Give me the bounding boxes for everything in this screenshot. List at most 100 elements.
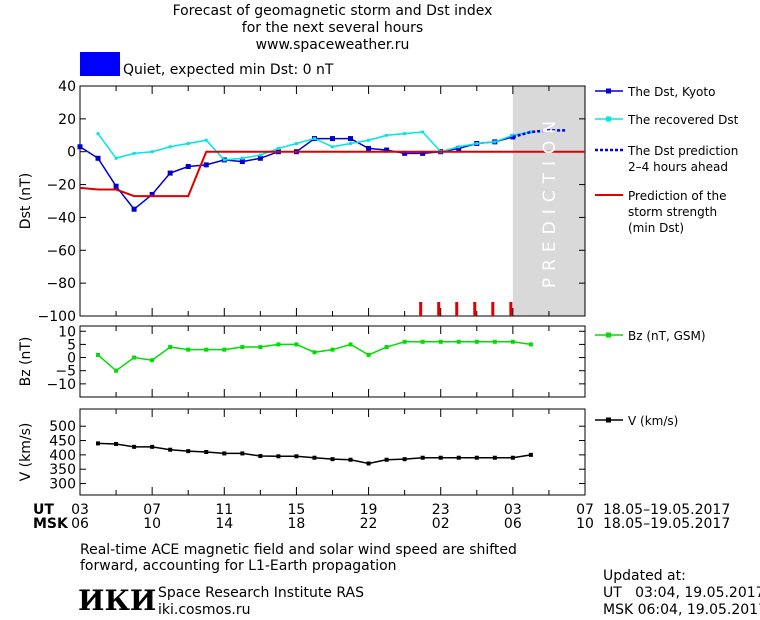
status-text: Quiet, expected min Dst: 0 nT	[123, 62, 334, 78]
data-point	[294, 342, 299, 347]
data-point	[510, 339, 515, 344]
msk-date-range: 18.05–19.05.2017	[603, 516, 731, 532]
data-point	[222, 451, 227, 456]
data-point	[348, 136, 354, 142]
legend-label: The recovered Dst	[627, 113, 739, 127]
data-point	[239, 159, 245, 165]
msk-tick-label: 10	[143, 516, 162, 532]
data-point	[402, 457, 407, 462]
series-line-3-1	[98, 442, 532, 465]
legend-label: Prediction of the	[628, 189, 727, 203]
data-point	[420, 455, 425, 460]
data-point	[384, 345, 389, 350]
msk-tick-label: 02	[431, 516, 450, 532]
data-point	[528, 342, 533, 347]
data-point	[276, 454, 281, 459]
data-point	[312, 350, 317, 355]
y-axis-label: Bz (nT)	[18, 337, 34, 387]
y-tick-label: 350	[49, 462, 76, 478]
data-point	[95, 155, 101, 161]
data-point	[222, 347, 227, 352]
data-point	[420, 150, 426, 156]
data-point	[402, 339, 407, 344]
data-point	[330, 457, 335, 462]
series-line-1-3	[512, 129, 567, 139]
legend-label: 2–4 hours ahead	[628, 160, 728, 174]
legend-label: The Dst prediction	[627, 144, 738, 158]
prediction-label: PREDICTION	[540, 114, 560, 288]
y-tick-label: 500	[49, 419, 76, 435]
data-point	[385, 133, 389, 137]
series-line-1-1	[79, 136, 514, 211]
data-point	[204, 347, 209, 352]
panel-frame-2	[79, 325, 586, 398]
y-axis-label: V (km/s)	[18, 423, 34, 482]
data-point	[131, 206, 137, 212]
data-point	[510, 455, 515, 460]
ut-tick-label: 19	[359, 502, 378, 518]
msk-label: MSK	[33, 516, 68, 532]
data-point	[186, 142, 190, 145]
data-point	[348, 342, 353, 347]
ut-date-range: 18.05–19.05.2017	[603, 502, 731, 518]
data-point	[186, 449, 191, 454]
data-point	[77, 144, 83, 150]
chart-title-line-2: for the next several hours	[241, 20, 424, 36]
series-line-2-1	[97, 341, 532, 372]
data-point	[150, 358, 155, 363]
y-tick-label: 400	[49, 448, 76, 464]
data-point	[186, 347, 191, 352]
data-point	[258, 345, 263, 350]
data-point	[438, 455, 443, 460]
data-point	[421, 130, 425, 134]
data-point	[492, 339, 497, 344]
msk-tick-label: 14	[215, 516, 234, 532]
ut-tick-label: 15	[287, 502, 306, 518]
data-point	[403, 132, 407, 136]
data-point	[528, 452, 533, 457]
institute-site[interactable]: iki.cosmos.ru	[158, 602, 251, 618]
footer-note-line-2: forward, accounting for L1-Earth propaga…	[80, 558, 397, 574]
ut-label: UT	[33, 502, 54, 518]
data-point	[456, 145, 462, 151]
iki-logo: ИКИ	[78, 584, 157, 617]
y-tick-label: 0	[67, 145, 76, 161]
legend-label: (min Dst)	[628, 221, 684, 235]
y-tick-label: 10	[58, 324, 76, 340]
data-point	[132, 151, 136, 155]
data-point	[114, 441, 119, 446]
data-point	[312, 455, 317, 460]
data-point	[456, 339, 461, 344]
data-point	[420, 339, 425, 344]
data-point	[276, 342, 281, 347]
msk-tick-label: 18	[287, 516, 306, 532]
y-tick-label: 20	[58, 112, 76, 128]
data-point	[204, 450, 209, 454]
data-point	[456, 455, 461, 460]
data-point	[294, 142, 298, 145]
data-point	[366, 145, 372, 151]
data-point	[367, 138, 371, 142]
data-point	[168, 447, 173, 452]
status-color-box	[80, 52, 120, 76]
data-point	[168, 145, 172, 149]
data-point	[258, 153, 262, 157]
data-point	[114, 156, 118, 160]
updated-ut: UT 03:04, 19.05.2017	[603, 585, 760, 601]
data-point	[240, 345, 245, 350]
chart-title-line-1: Forecast of geomagnetic storm and Dst in…	[172, 3, 493, 19]
data-point	[294, 454, 299, 459]
data-point	[457, 145, 461, 149]
footer-note-line-1: Real-time ACE magnetic field and solar w…	[80, 542, 517, 558]
ut-tick-label: 03	[503, 502, 522, 518]
data-point	[257, 155, 263, 161]
data-point	[276, 146, 280, 150]
legend-label: V (km/s)	[628, 414, 678, 428]
data-point	[132, 444, 137, 449]
y-tick-label: −20	[46, 178, 76, 194]
series-line-1-4	[79, 150, 585, 198]
data-point	[149, 191, 155, 197]
data-point	[366, 461, 371, 466]
data-point	[402, 150, 408, 156]
institute-name: Space Research Institute RAS	[158, 585, 364, 601]
